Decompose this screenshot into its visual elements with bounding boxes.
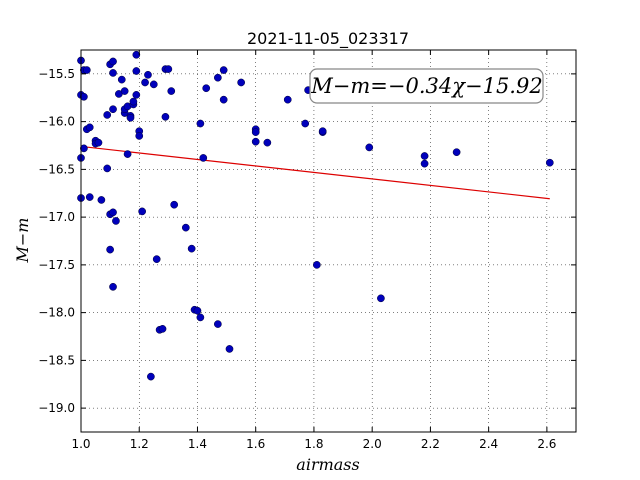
data-point [187, 244, 196, 253]
fit-annotation: M−m=−0.34χ−15.92 [309, 68, 544, 104]
data-point [109, 57, 117, 66]
y-tick-label: −17.0 [38, 210, 75, 224]
x-tick-label: 1.4 [188, 437, 207, 451]
data-point [301, 119, 310, 128]
y-axis-label: M−m [13, 218, 32, 264]
x-tick-labels: 1.0 1.2 1.4 1.6 1.8 2.0 2.2 2.4 2.6 [71, 437, 556, 451]
data-point [420, 159, 429, 168]
x-tick-label: 1.8 [304, 437, 323, 451]
plot-frame [80, 49, 577, 433]
data-point [237, 78, 245, 87]
x-tick-label: 1.2 [130, 437, 149, 451]
data-point [377, 294, 385, 303]
data-point [109, 208, 117, 217]
data-point [132, 67, 141, 75]
annotation-text: M−m=−0.34χ−15.92 [310, 74, 542, 98]
data-point [219, 95, 228, 104]
data-point [313, 261, 321, 269]
data-point [251, 128, 260, 136]
data-point [196, 313, 205, 322]
x-tick-label: 1.0 [71, 437, 90, 451]
y-tick-label: −19.0 [38, 401, 75, 415]
data-point [138, 207, 146, 216]
data-point [109, 69, 117, 77]
data-point [112, 217, 120, 225]
data-point [144, 70, 152, 79]
data-point [117, 75, 126, 84]
chart-title: 2021-11-05_023317 [247, 29, 409, 49]
data-point [365, 143, 374, 152]
data-point [132, 91, 141, 99]
y-tick-label: −18.5 [38, 353, 75, 367]
data-point [85, 123, 94, 132]
x-axis-label: airmass [296, 455, 359, 474]
data-point [199, 154, 208, 162]
data-point [132, 50, 141, 59]
data-point [452, 148, 461, 157]
data-point [164, 65, 173, 73]
y-tick-label: −18.0 [38, 306, 75, 320]
data-point [80, 92, 88, 101]
y-tick-label: −16.5 [38, 162, 75, 176]
x-tick-label: 1.6 [246, 437, 265, 451]
data-point [97, 196, 106, 204]
fit-line [80, 145, 550, 200]
x-tick-label: 2.0 [363, 437, 382, 451]
y-tick-labels: −15.5 −16.0 −16.5 −17.0 −17.5 −18.0 −18.5 −19.0 [38, 67, 75, 415]
data-point [420, 152, 429, 160]
data-point [94, 138, 103, 147]
x-tick-label: 2.6 [537, 437, 556, 451]
grid-lines [80, 50, 576, 432]
data-point [103, 164, 112, 173]
data-point [85, 193, 94, 201]
data-point [193, 306, 202, 315]
data-point [161, 113, 170, 121]
data-point [251, 137, 260, 146]
data-point [123, 150, 132, 158]
data-point [141, 78, 149, 87]
data-point [80, 144, 88, 153]
data-point [283, 95, 292, 104]
annotation-box [309, 68, 544, 104]
data-point [103, 111, 112, 119]
data-point [126, 113, 135, 122]
data-point [196, 119, 205, 128]
y-tick-label: −17.5 [38, 258, 75, 272]
data-point [135, 132, 144, 140]
data-point [202, 84, 211, 93]
data-point [106, 245, 114, 254]
x-tick-label: 2.2 [421, 437, 440, 451]
data-point [545, 158, 554, 167]
data-point [214, 73, 222, 82]
axis-ticks [80, 50, 576, 432]
data-point [219, 66, 228, 74]
data-point [147, 372, 155, 381]
data-point [109, 105, 117, 114]
data-point [181, 223, 190, 232]
data-point [149, 80, 158, 89]
data-point [158, 325, 167, 333]
data-point [214, 320, 222, 328]
data-point [170, 200, 179, 209]
data-point [225, 345, 234, 353]
x-tick-label: 2.4 [479, 437, 498, 451]
data-point [152, 255, 161, 263]
data-point [263, 138, 272, 147]
data-point [82, 66, 91, 74]
y-tick-label: −15.5 [38, 67, 75, 81]
data-point [120, 87, 129, 95]
data-point [318, 127, 327, 136]
data-point [167, 87, 176, 95]
data-point [129, 97, 138, 106]
data-point [109, 282, 117, 291]
y-tick-label: −16.0 [38, 115, 75, 129]
data-points [77, 50, 554, 381]
